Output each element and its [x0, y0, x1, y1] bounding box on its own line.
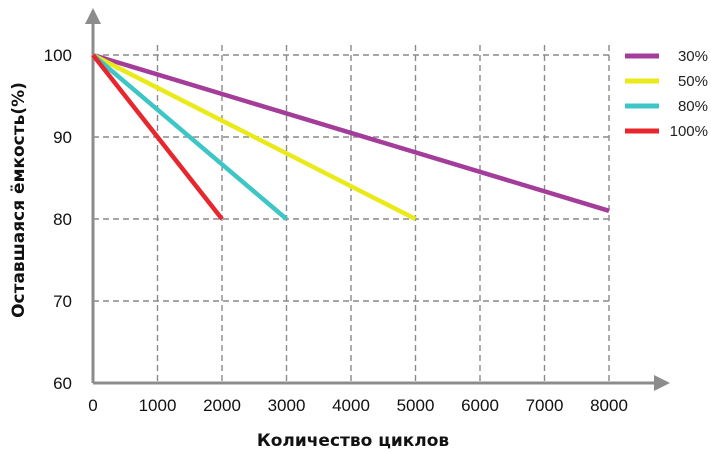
axes: [85, 8, 670, 391]
series-line-3: [91, 53, 224, 221]
x-tick-label: 7000: [526, 396, 564, 415]
legend-label: 30%: [678, 48, 708, 65]
y-tick-label: 70: [53, 292, 72, 311]
x-tick-label: 1000: [139, 396, 177, 415]
x-tick-label: 4000: [332, 396, 370, 415]
x-tick-label: 5000: [397, 396, 435, 415]
legend-label: 50%: [678, 73, 708, 90]
x-axis-arrow-icon: [654, 375, 670, 391]
y-tick-labels: 60 70 80 90 100: [44, 46, 72, 393]
grid: [93, 45, 610, 383]
y-axis-arrow-icon: [85, 8, 101, 24]
series-line-0: [92, 52, 610, 213]
x-tick-label: 3000: [268, 396, 306, 415]
y-tick-label: 100: [44, 46, 72, 65]
x-tick-labels: 0 1000 2000 3000 4000 5000 6000 7000 8000: [88, 396, 628, 415]
x-tick-label: 6000: [461, 396, 499, 415]
legend-label: 100%: [670, 123, 708, 140]
x-tick-label: 2000: [203, 396, 241, 415]
series-line-2: [91, 53, 288, 221]
legend-label: 80%: [678, 98, 708, 115]
y-tick-label: 60: [53, 374, 72, 393]
legend: 30% 50% 80% 100%: [625, 48, 708, 140]
series-line-1: [91, 52, 417, 222]
y-tick-label: 80: [53, 210, 72, 229]
x-axis-title: Количество циклов: [257, 431, 450, 451]
x-tick-label: 8000: [590, 396, 628, 415]
series-lines: [91, 52, 610, 222]
x-tick-label: 0: [88, 396, 97, 415]
y-tick-label: 90: [53, 128, 72, 147]
y-axis-title: Оставшаяся ёмкость(%): [9, 82, 29, 318]
